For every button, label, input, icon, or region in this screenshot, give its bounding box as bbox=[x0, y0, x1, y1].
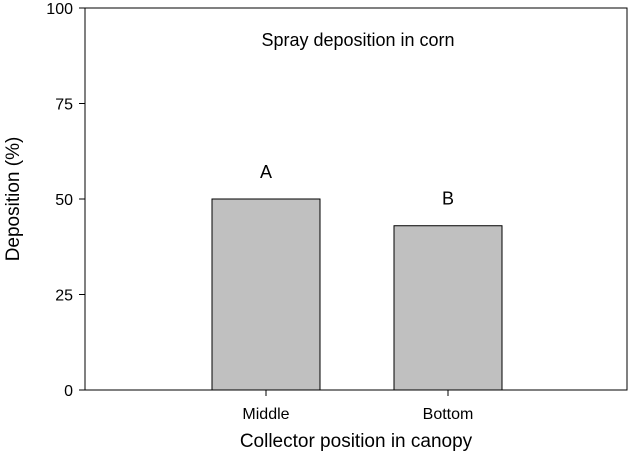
significance-label: A bbox=[260, 162, 272, 182]
y-tick-label: 75 bbox=[55, 97, 73, 114]
significance-label: B bbox=[442, 189, 454, 209]
y-tick-label: 25 bbox=[55, 288, 73, 305]
y-axis-ticks: 0 25 50 75 100 bbox=[46, 1, 85, 400]
y-tick-label: 0 bbox=[64, 383, 73, 400]
x-axis-ticks: Middle Bottom bbox=[242, 390, 473, 423]
plot-frame bbox=[84, 7, 628, 391]
bar-bottom bbox=[393, 225, 503, 391]
y-tick-label: 100 bbox=[46, 1, 73, 18]
x-tick-label: Bottom bbox=[423, 406, 474, 423]
x-tick-label: Middle bbox=[242, 406, 289, 423]
bar-middle bbox=[211, 198, 321, 391]
x-axis-label: Collector position in canopy bbox=[240, 431, 473, 452]
bars-group: AB bbox=[211, 162, 503, 391]
chart-title: Spray deposition in corn bbox=[261, 30, 454, 50]
y-tick-label: 50 bbox=[55, 192, 73, 209]
y-axis-label: Deposition (%) bbox=[3, 137, 24, 262]
